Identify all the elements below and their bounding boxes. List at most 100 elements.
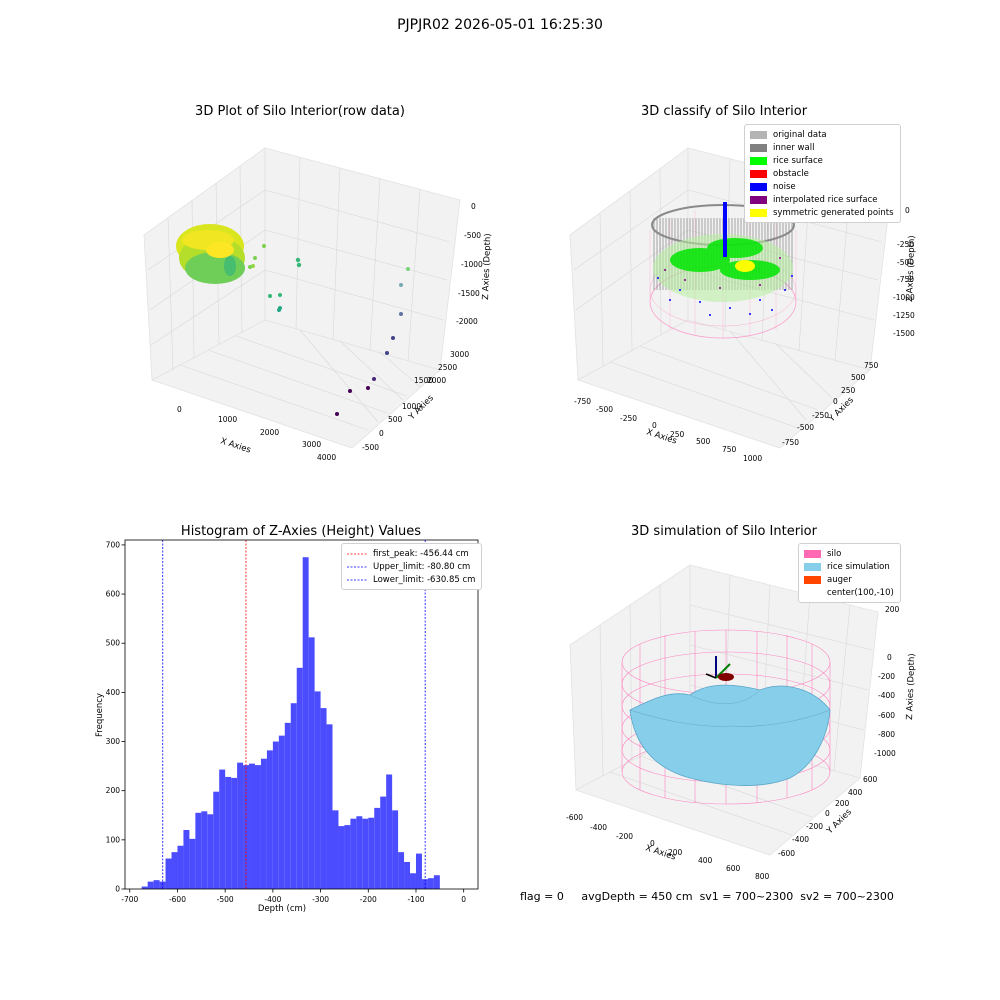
- svg-text:1000: 1000: [402, 402, 421, 411]
- svg-text:-400: -400: [878, 691, 895, 700]
- histogram-bar: [314, 691, 321, 889]
- svg-text:-200: -200: [806, 822, 823, 831]
- svg-text:200: 200: [835, 799, 850, 808]
- svg-text:600: 600: [863, 775, 878, 784]
- panel4-title: 3D simulation of Silo Interior: [631, 524, 817, 539]
- svg-text:-500: -500: [797, 423, 814, 432]
- histogram-bar: [433, 875, 440, 889]
- figure-title: PJPJR02 2026-05-01 16:25:30: [397, 17, 603, 33]
- histogram-bar: [398, 852, 405, 889]
- panel1-title: 3D Plot of Silo Interior(row data): [195, 104, 405, 119]
- svg-text:-500: -500: [362, 443, 379, 452]
- legend-item: auger: [804, 573, 894, 586]
- x-tick-label: -700: [121, 895, 138, 904]
- histogram-bar: [320, 708, 327, 889]
- panel1-xlabel: X Axies: [219, 436, 252, 455]
- svg-text:-600: -600: [566, 813, 583, 822]
- histogram-bar: [201, 811, 208, 889]
- svg-text:-600: -600: [778, 849, 795, 858]
- legend-swatch: [750, 130, 767, 139]
- svg-text:-1000: -1000: [874, 749, 896, 758]
- legend-swatch: [750, 156, 767, 165]
- histogram-bar: [290, 703, 297, 889]
- histogram-bar: [147, 881, 154, 889]
- svg-text:-1250: -1250: [893, 311, 915, 320]
- histogram-bar: [404, 861, 411, 889]
- legend-item: symmetric generated points: [750, 206, 894, 219]
- svg-text:-500: -500: [464, 231, 481, 240]
- svg-text:-1000: -1000: [893, 293, 915, 302]
- svg-text:600: 600: [726, 864, 741, 873]
- histogram-bar: [427, 878, 434, 889]
- svg-text:500: 500: [388, 415, 403, 424]
- histogram-bar: [177, 845, 184, 889]
- histogram-bar: [260, 758, 267, 889]
- legend-swatch: [750, 143, 767, 152]
- legend-swatch: [804, 575, 821, 584]
- svg-text:500: 500: [851, 373, 866, 382]
- histogram-chart: -700 -600 -500 -400 -300 -200 -100 0 0 100 200 300 4…: [95, 539, 479, 914]
- histogram-bar: [338, 826, 345, 889]
- histogram-bar: [165, 858, 172, 889]
- svg-text:400: 400: [848, 788, 863, 797]
- histogram-bar: [219, 769, 226, 889]
- histogram-bar: [374, 807, 381, 889]
- panel4-xlabel: X Axies: [644, 843, 677, 862]
- legend-item: inner wall: [750, 141, 894, 154]
- panel1-zlabel: Z Axies (Depth): [481, 233, 493, 300]
- histogram-bar: [254, 765, 261, 889]
- legend-item: Upper_limit: -80.80 cm: [347, 560, 475, 573]
- svg-text:400: 400: [698, 856, 713, 865]
- svg-text:-400: -400: [590, 823, 607, 832]
- histogram-bar: [302, 557, 309, 889]
- histogram-frame: [124, 539, 479, 890]
- histogram-bar: [415, 853, 422, 889]
- svg-text:0: 0: [887, 653, 892, 662]
- svg-text:0: 0: [652, 421, 657, 430]
- svg-text:250: 250: [670, 430, 685, 439]
- histogram-bar: [284, 722, 291, 889]
- svg-text:-500: -500: [897, 258, 914, 267]
- panel4-legend: silo rice simulation auger center(100,-1…: [798, 543, 901, 603]
- svg-text:-750: -750: [897, 275, 914, 284]
- histogram-ylabel: Frequency: [95, 693, 105, 737]
- svg-text:0: 0: [177, 405, 182, 414]
- svg-text:-400: -400: [792, 835, 809, 844]
- legend-swatch: [750, 195, 767, 204]
- histogram-bar: [225, 776, 232, 889]
- histogram-bar: [350, 818, 357, 889]
- x-tick-label: -600: [169, 895, 186, 904]
- legend-item: interpolated rice surface: [750, 193, 894, 206]
- svg-text:2000: 2000: [427, 376, 446, 385]
- svg-text:-1500: -1500: [893, 329, 915, 338]
- svg-text:200: 200: [885, 605, 900, 614]
- x-tick-label: -400: [264, 895, 281, 904]
- raw-silo-cloud: [176, 224, 245, 284]
- legend-line-blue: [347, 579, 367, 580]
- sv2-range: sv2 = 700~2300: [800, 890, 894, 903]
- svg-text:750: 750: [722, 445, 737, 454]
- histogram-bar: [189, 838, 196, 889]
- flag-value: flag = 0: [520, 890, 564, 903]
- svg-text:3000: 3000: [450, 350, 469, 359]
- svg-text:750: 750: [864, 361, 879, 370]
- histogram-bar: [278, 735, 285, 889]
- svg-text:500: 500: [696, 437, 711, 446]
- svg-text:-200: -200: [878, 672, 895, 681]
- histogram-bar: [153, 880, 160, 889]
- histogram-bar: [356, 816, 363, 889]
- histogram-legend: first_peak: -456.44 cm Upper_limit: -80.…: [341, 543, 483, 590]
- histogram-bar: [308, 637, 315, 889]
- svg-text:-750: -750: [574, 397, 591, 406]
- panel2-zlabel: Z Axies (Depth): [905, 235, 917, 302]
- legend-item: Lower_limit: -630.85 cm: [347, 573, 475, 586]
- y-tick-label: 100: [106, 835, 121, 844]
- panel2-legend: original data inner wall rice surface ob…: [744, 124, 901, 223]
- svg-text:-600: -600: [878, 711, 895, 720]
- histogram-bar: [266, 750, 273, 889]
- histogram-bar: [237, 762, 244, 889]
- svg-text:-800: -800: [878, 730, 895, 739]
- legend-swatch: [804, 549, 821, 558]
